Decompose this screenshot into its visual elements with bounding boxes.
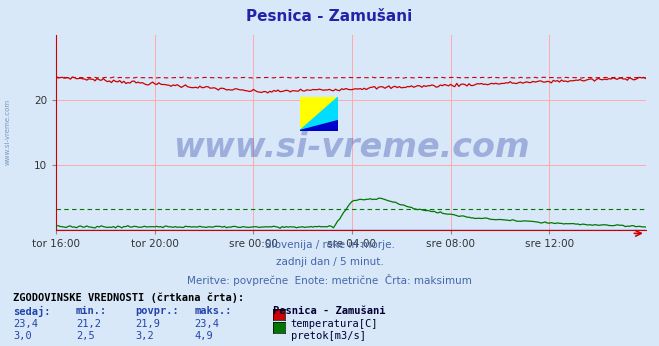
Text: min.:: min.: (76, 306, 107, 316)
Text: 21,2: 21,2 (76, 319, 101, 329)
Text: 21,9: 21,9 (135, 319, 160, 329)
Text: sedaj:: sedaj: (13, 306, 51, 317)
Text: 4,9: 4,9 (194, 331, 213, 342)
Text: 3,0: 3,0 (13, 331, 32, 342)
Text: pretok[m3/s]: pretok[m3/s] (291, 331, 366, 342)
Text: Meritve: povprečne  Enote: metrične  Črta: maksimum: Meritve: povprečne Enote: metrične Črta:… (187, 274, 472, 286)
Text: temperatura[C]: temperatura[C] (291, 319, 378, 329)
Text: www.si-vreme.com: www.si-vreme.com (5, 98, 11, 165)
Polygon shape (300, 97, 339, 131)
Text: Slovenija / reke in morje.: Slovenija / reke in morje. (264, 240, 395, 251)
Polygon shape (300, 120, 339, 131)
Text: ZGODOVINSKE VREDNOSTI (črtkana črta):: ZGODOVINSKE VREDNOSTI (črtkana črta): (13, 292, 244, 303)
Text: Pesnica - Zamušani: Pesnica - Zamušani (273, 306, 386, 316)
Text: Pesnica - Zamušani: Pesnica - Zamušani (246, 9, 413, 24)
Text: 3,2: 3,2 (135, 331, 154, 342)
Text: povpr.:: povpr.: (135, 306, 179, 316)
Text: maks.:: maks.: (194, 306, 232, 316)
Text: 23,4: 23,4 (13, 319, 38, 329)
Polygon shape (300, 97, 339, 131)
Text: 23,4: 23,4 (194, 319, 219, 329)
Text: zadnji dan / 5 minut.: zadnji dan / 5 minut. (275, 257, 384, 267)
Text: www.si-vreme.com: www.si-vreme.com (173, 131, 529, 164)
Text: 2,5: 2,5 (76, 331, 94, 342)
